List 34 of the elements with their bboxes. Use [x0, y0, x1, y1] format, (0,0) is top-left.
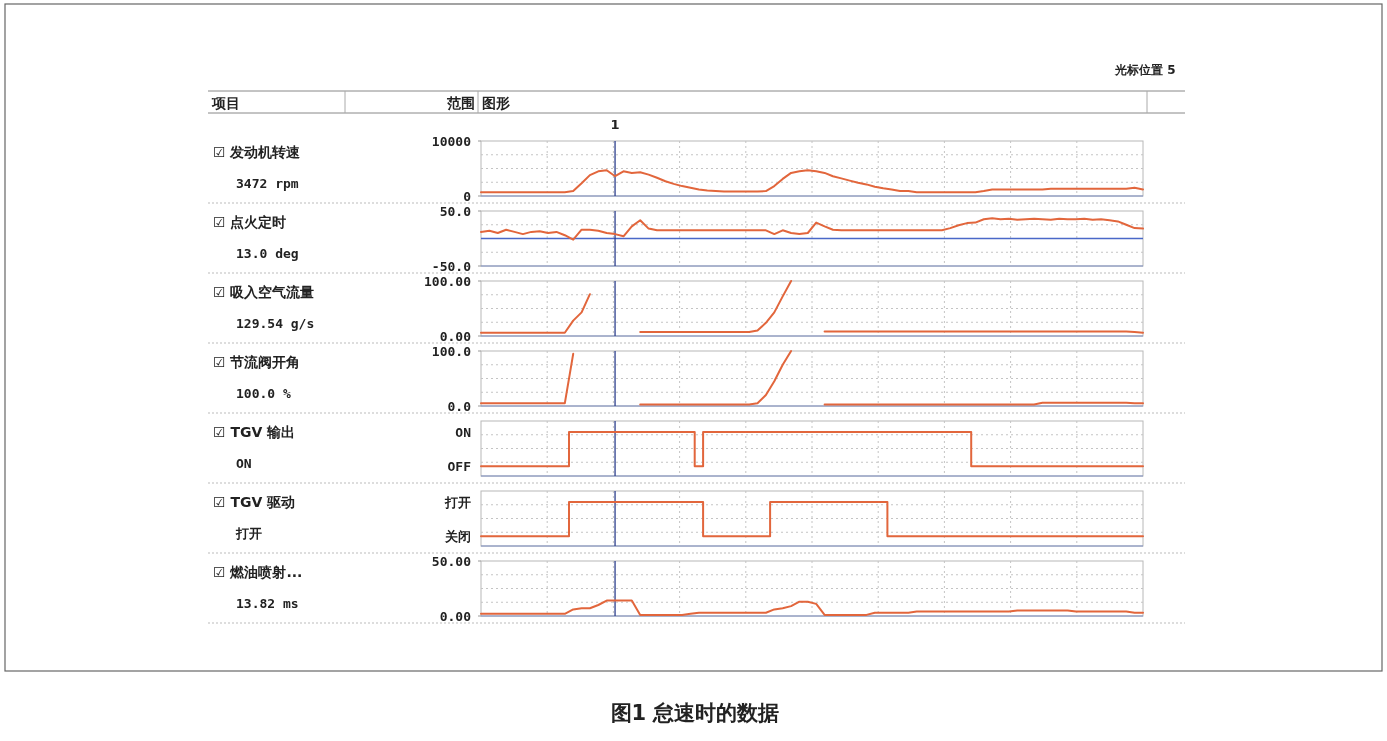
text: 图形: [482, 95, 510, 111]
caption: 图1 怠速时的数据: [610, 701, 780, 725]
text: 100.0 %: [236, 386, 291, 401]
text: 打开: [444, 494, 471, 510]
text: 范围: [446, 95, 475, 111]
y-axis-title: ☑ TGV 驱动: [213, 494, 296, 510]
y-axis-title: ☑ 发动机转速: [213, 144, 302, 160]
text: 3472 rpm: [236, 176, 299, 191]
y-tick-label: 100.0: [431, 343, 472, 359]
text: 13.82 ms: [236, 596, 299, 611]
y-tick-label: 50.00: [431, 553, 472, 569]
text: 项目: [211, 95, 240, 111]
text: 13.0 deg: [236, 246, 299, 261]
text: 打开: [235, 526, 262, 541]
y-tick-label: 0.00: [439, 608, 472, 624]
y-tick-label: 50.0: [439, 203, 472, 219]
y-tick-label: -50.0: [431, 258, 472, 274]
y-axis-title: ☑ 吸入空气流量: [213, 284, 315, 300]
y-tick-label: 0.0: [447, 398, 472, 414]
y-tick-label: 10000: [431, 133, 472, 149]
y-axis-title: ☑ 节流阀开角: [213, 354, 301, 370]
text: ON: [455, 424, 472, 440]
text: 关闭: [444, 528, 471, 544]
y-tick-label: 100.00: [424, 273, 472, 289]
text: OFF: [447, 458, 472, 474]
y-axis-title: ☑ 燃油喷射...: [213, 564, 303, 580]
y-axis-title: ☑ TGV 输出: [213, 424, 296, 440]
y-tick-label: 0.00: [439, 328, 472, 344]
text: 129.54 g/s: [236, 316, 315, 331]
text: 光标位置 5: [1114, 63, 1176, 77]
text: 1: [610, 117, 620, 132]
text: ON: [236, 456, 252, 471]
y-tick-label: 0: [463, 188, 472, 204]
y-axis-title: ☑ 点火定时: [213, 214, 287, 230]
